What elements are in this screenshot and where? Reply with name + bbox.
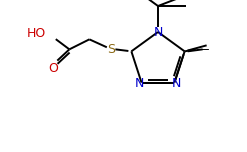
Text: N: N xyxy=(153,26,163,38)
Text: O: O xyxy=(48,62,58,75)
Text: N: N xyxy=(172,77,181,90)
Text: HO: HO xyxy=(27,27,46,40)
Text: N: N xyxy=(135,77,144,90)
Text: S: S xyxy=(107,43,115,56)
Text: —: — xyxy=(196,43,209,56)
